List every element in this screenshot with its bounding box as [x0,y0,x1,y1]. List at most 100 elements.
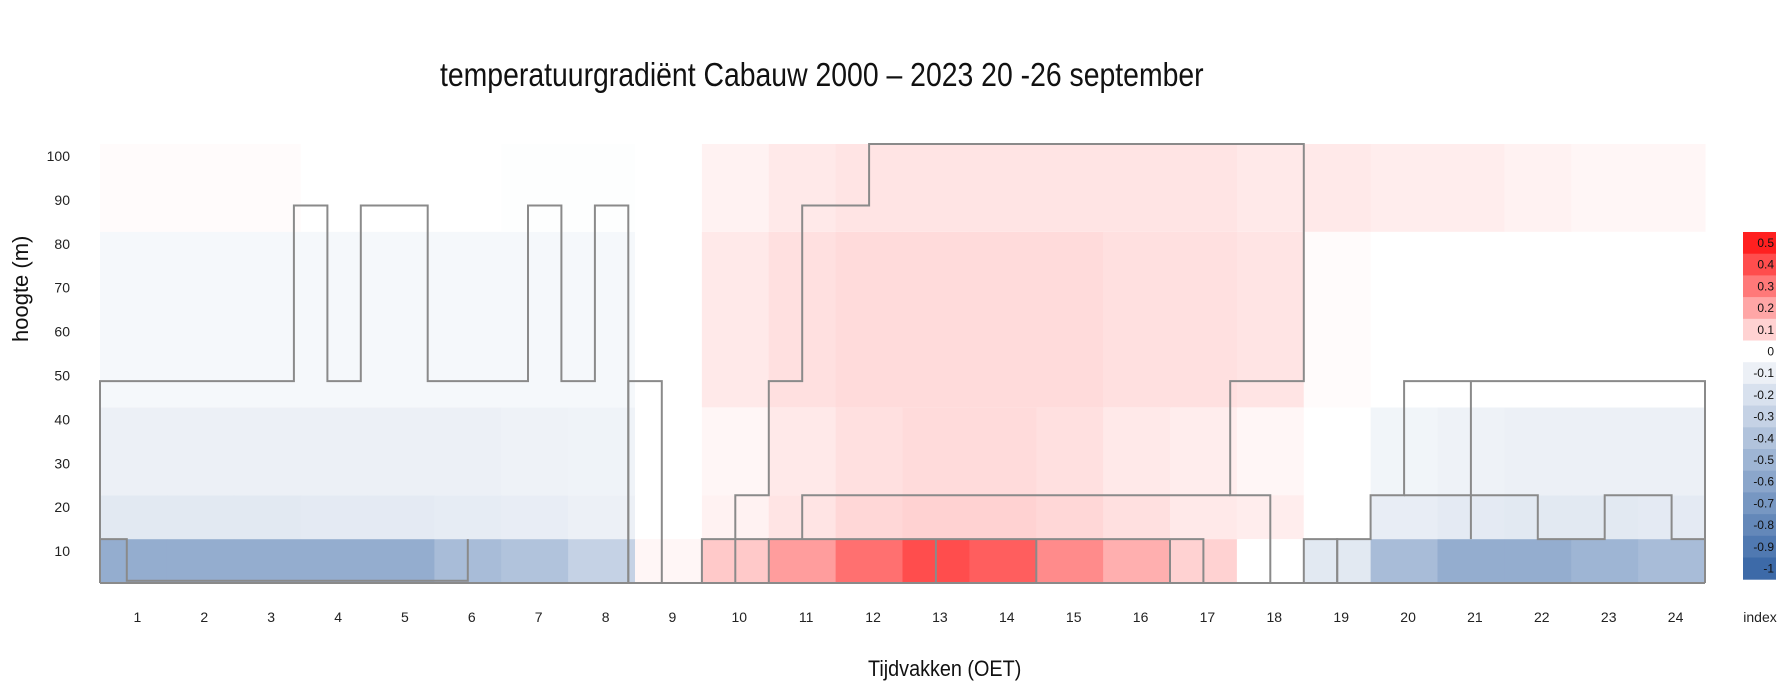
colorbar-tick-label: 0.2 [1757,301,1774,315]
x-tick-label: 23 [1601,609,1617,625]
heatmap-cell [501,231,569,408]
heatmap-cell [701,144,770,232]
heatmap-cell [902,407,970,496]
colorbar-tick-label: 0.4 [1757,258,1774,272]
x-axis-label: Tijdvakken (OET) [868,656,1022,681]
heatmap-cell [568,495,636,540]
y-tick-label: 20 [54,499,70,515]
heatmap-cell [1504,407,1572,496]
heatmap-cell [969,495,1037,540]
colorbar: 0.5 0.4 0.3 0.2 0.1 0 -0.1 -0.2 -0.3 -0.4 -0.5 -0.6… [1743,232,1777,625]
colorbar-tick-label: -0.9 [1753,540,1774,554]
heatmap-cell [166,231,235,408]
colorbar-tick-label: 0.3 [1757,279,1774,293]
x-tick-label: 8 [602,609,610,625]
x-tick-label: 22 [1534,609,1550,625]
heatmap-cell [969,539,1037,583]
heatmap-cell [501,495,569,540]
x-tick-label: 19 [1333,609,1349,625]
y-tick-label: 90 [54,192,70,208]
heatmap-cell [1303,144,1372,232]
heatmap-cell [1170,231,1238,408]
colorbar-swatch [1743,449,1776,472]
colorbar-swatch [1743,362,1776,385]
x-tick-label: 20 [1400,609,1416,625]
heatmap-cell [501,539,569,583]
x-tick-label: 17 [1200,609,1216,625]
heatmap-cell [100,407,168,496]
x-tick-label: 24 [1668,609,1684,625]
heatmap-cell [568,539,636,583]
heatmap-cell [1170,144,1238,232]
colorbar-swatch [1743,557,1776,580]
heatmap-cell [768,539,837,583]
heatmap-cell [1370,144,1439,232]
heatmap-cell [1036,495,1104,540]
x-tick-label: 3 [267,609,275,625]
heatmap-cell [701,231,770,408]
x-tick-label: 2 [200,609,208,625]
heatmap-cell [1638,231,1706,408]
colorbar-tick-label: 0 [1767,345,1774,359]
colorbar-swatch [1743,318,1776,341]
y-tick-labels: 10 20 30 40 50 60 70 80 90 100 [47,148,71,559]
x-tick-label: 13 [932,609,948,625]
chart-title: temperatuurgradiënt Cabauw 2000 – 2023 2… [440,56,1204,93]
heatmap-cell [166,495,235,540]
x-tick-label: 18 [1267,609,1283,625]
x-tick-label: 7 [535,609,543,625]
heatmap-cell [1437,144,1505,232]
y-tick-label: 60 [54,324,70,340]
colorbar-tick-label: 0.1 [1757,323,1774,337]
colorbar-swatch [1743,427,1776,450]
colorbar-label: index [1743,609,1776,625]
heatmap-cell [635,144,703,232]
heatmap-cell [1370,231,1439,408]
heatmap-cell [434,231,502,408]
x-tick-label: 15 [1066,609,1082,625]
heatmap-cell [1504,144,1572,232]
heatmap-cell [1236,231,1305,408]
x-tick-label: 1 [134,609,142,625]
heatmap-cell [1103,539,1171,583]
y-tick-label: 10 [54,543,70,559]
heatmap-cell [233,231,302,408]
heatmap-cell [300,495,369,540]
heatmap-cell [1437,231,1505,408]
colorbar-swatch [1743,470,1776,493]
heatmap-cell [367,407,435,496]
heatmap-cell [166,407,235,496]
heatmap-cell [1370,539,1439,583]
heatmap-cell [1103,495,1171,540]
heatmap-cell [635,407,703,496]
heatmap-cell [233,495,302,540]
heatmap-cell [1170,407,1238,496]
heatmap-cell [434,407,502,496]
heatmap-cell [1437,539,1505,583]
contour-line [734,143,1305,583]
heatmap-cell [434,144,502,232]
heatmap-cell [300,144,369,232]
contour-line [767,538,1205,583]
heatmap-cell [1504,231,1572,408]
heatmap-cell [1036,407,1104,496]
heatmap-cells [100,144,1706,583]
colorbar-tick-label: -0.5 [1753,453,1774,467]
contour-line [801,494,1231,540]
heatmap-cell [100,539,168,583]
heatmap-cell [1303,407,1372,496]
contour-line [99,204,630,583]
colorbar-swatch [1743,535,1776,558]
heatmap-cell [300,539,369,583]
heatmap-cell [902,495,970,540]
heatmap-cell [1236,407,1305,496]
heatmap-cell [166,144,235,232]
heatmap-cell [434,495,502,540]
y-tick-label: 30 [54,455,70,471]
heatmap-cell [233,539,302,583]
heatmap-cell [635,495,703,540]
heatmap-cell [367,495,435,540]
heatmap-cell [835,495,904,540]
heatmap-cell [1036,144,1104,232]
